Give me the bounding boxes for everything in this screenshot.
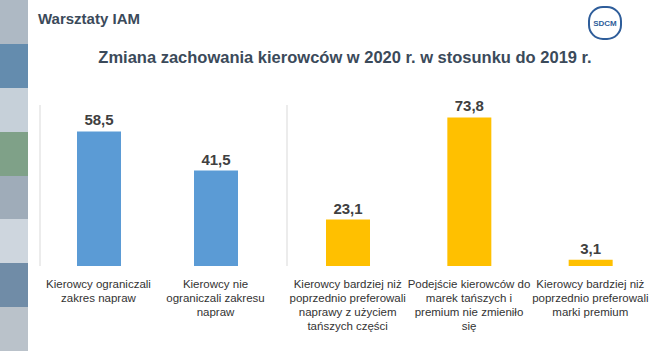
svg-text:41,5: 41,5: [201, 151, 230, 168]
html-text:SDCM: SDCM: [593, 18, 617, 28]
svg-text:58,5: 58,5: [84, 111, 113, 128]
svg-text:3,1: 3,1: [580, 240, 601, 257]
svg-text:Kierowcy bardziej niżpoprzedni: Kierowcy bardziej niżpoprzednio preferow…: [532, 278, 648, 318]
svg-text:Podejście kierowców domarek ta: Podejście kierowców domarek tańszych ipr…: [408, 278, 531, 332]
svg-text:Kierowcy bardziej niżpoprzedni: Kierowcy bardziej niżpoprzednio preferow…: [289, 278, 405, 332]
html-text:Zmiana zachowania kierowców w: Zmiana zachowania kierowców w 2020 r. w …: [98, 48, 592, 66]
svg-text:73,8: 73,8: [455, 97, 484, 114]
svg-text:23,1: 23,1: [333, 200, 362, 217]
svg-text:Kierowcy ograniczalizakres nap: Kierowcy ograniczalizakres napraw: [46, 278, 151, 304]
html-text:Warsztaty IAM: Warsztaty IAM: [38, 10, 140, 27]
svg-text:Kierowcy nieograniczali zakres: Kierowcy nieograniczali zakresunapraw: [166, 278, 264, 318]
